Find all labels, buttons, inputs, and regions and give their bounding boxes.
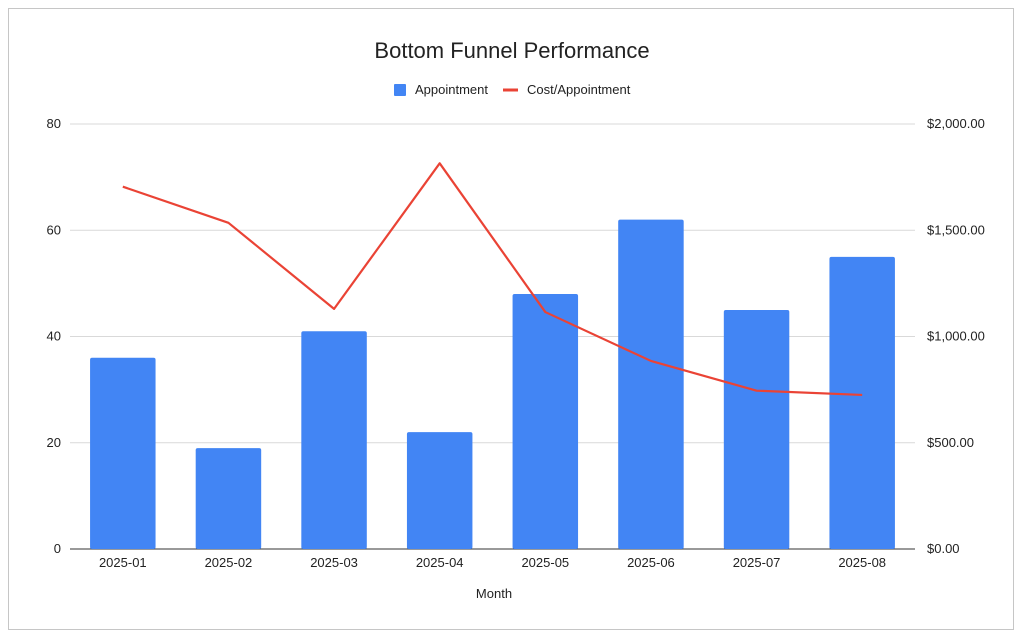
legend: Appointment Cost/Appointment [394,82,631,97]
bar [512,294,579,549]
x-tick-label: 2025-07 [733,555,781,570]
bar [301,331,367,549]
right-tick-label: $2,000.00 [927,116,985,131]
right-tick-label: $1,000.00 [927,329,985,344]
bar [195,448,262,549]
legend-swatch-appointment [394,84,406,96]
x-axis-title: Month [476,586,512,601]
bar [406,432,473,549]
right-tick-label: $1,500.00 [927,222,985,237]
right-tick-label: $500.00 [927,435,974,450]
left-tick-label: 80 [47,116,61,131]
left-tick-label: 0 [54,541,61,556]
left-axis-ticks: 0 20 40 60 80 [47,116,61,556]
line-series-cost-per-appointment [122,162,863,397]
chart-title: Bottom Funnel Performance [374,38,649,63]
right-tick-label: $0.00 [927,541,960,556]
x-tick-label: 2025-04 [416,555,464,570]
bar [618,219,684,549]
x-tick-label: 2025-05 [521,555,569,570]
x-tick-label: 2025-06 [627,555,675,570]
left-tick-label: 20 [47,435,61,450]
cost-line [122,162,863,397]
x-tick-label: 2025-01 [99,555,147,570]
x-tick-label: 2025-02 [205,555,253,570]
bar [90,357,156,549]
bar [829,256,895,549]
right-axis-ticks: $0.00 $500.00 $1,000.00 $1,500.00 $2,000.00 [927,116,985,556]
x-tick-label: 2025-03 [310,555,358,570]
x-tick-label: 2025-08 [838,555,886,570]
bar-series-appointment [90,219,895,549]
left-tick-label: 60 [47,222,61,237]
left-tick-label: 40 [47,329,61,344]
x-axis-ticks: 2025-01 2025-02 2025-03 2025-04 2025-05 2025-… [99,555,886,570]
bar [723,309,790,549]
legend-label-appointment: Appointment [415,82,488,97]
legend-label-cost-per-appointment: Cost/Appointment [527,82,631,97]
